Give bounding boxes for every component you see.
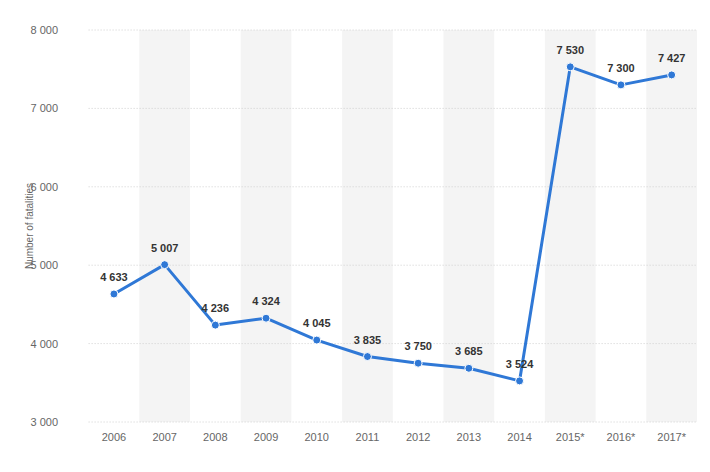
data-label: 4 324 bbox=[252, 295, 280, 307]
grid-line bbox=[89, 265, 697, 266]
x-tick-label: 2014 bbox=[507, 431, 531, 443]
data-label: 7 427 bbox=[658, 52, 686, 64]
data-label: 3 835 bbox=[354, 334, 382, 346]
data-point bbox=[465, 364, 473, 372]
data-point bbox=[211, 321, 219, 329]
x-tick-label: 2006 bbox=[102, 431, 126, 443]
column-band bbox=[241, 30, 292, 422]
data-point bbox=[363, 353, 371, 361]
data-label: 4 236 bbox=[202, 302, 230, 314]
data-label: 3 685 bbox=[455, 345, 483, 357]
data-point bbox=[262, 314, 270, 322]
chart-container: 3 0004 0005 0006 0007 0008 0002006200720… bbox=[0, 0, 710, 472]
chart-svg: 3 0004 0005 0006 0007 0008 0002006200720… bbox=[0, 0, 710, 472]
column-band bbox=[545, 30, 596, 422]
x-tick-label: 2013 bbox=[457, 431, 481, 443]
x-tick-label: 2015* bbox=[556, 431, 585, 443]
grid-line bbox=[89, 30, 697, 31]
grid-line bbox=[89, 108, 697, 109]
x-tick-label: 2010 bbox=[305, 431, 329, 443]
data-label: 5 007 bbox=[151, 242, 179, 254]
x-tick-label: 2017* bbox=[657, 431, 686, 443]
plot-group bbox=[110, 63, 676, 385]
column-band bbox=[444, 30, 495, 422]
data-label: 7 530 bbox=[556, 44, 584, 56]
grid-line bbox=[89, 186, 697, 187]
grid-line bbox=[89, 343, 697, 344]
x-tick-label: 2009 bbox=[254, 431, 278, 443]
y-tick-label: 3 000 bbox=[30, 416, 58, 428]
data-label: 4 633 bbox=[100, 271, 128, 283]
data-line bbox=[114, 67, 672, 381]
grid-line bbox=[89, 422, 697, 423]
y-axis-label: Number of fatalities bbox=[24, 183, 35, 269]
x-tick-label: 2016* bbox=[607, 431, 636, 443]
data-point bbox=[161, 261, 169, 269]
data-label: 4 045 bbox=[303, 317, 331, 329]
data-point bbox=[668, 71, 676, 79]
data-point bbox=[313, 336, 321, 344]
data-label: 3 524 bbox=[506, 358, 534, 370]
data-label: 7 300 bbox=[607, 62, 635, 74]
data-point bbox=[516, 377, 524, 385]
data-point bbox=[566, 63, 574, 71]
data-point bbox=[414, 359, 422, 367]
data-point bbox=[110, 290, 118, 298]
y-tick-label: 7 000 bbox=[30, 102, 58, 114]
x-tick-label: 2012 bbox=[406, 431, 430, 443]
data-point bbox=[617, 81, 625, 89]
data-label: 3 750 bbox=[404, 340, 432, 352]
x-tick-label: 2007 bbox=[152, 431, 176, 443]
column-band bbox=[342, 30, 393, 422]
y-tick-label: 4 000 bbox=[30, 338, 58, 350]
column-band bbox=[646, 30, 697, 422]
x-tick-label: 2011 bbox=[356, 431, 380, 443]
column-band bbox=[139, 30, 190, 422]
x-tick-label: 2008 bbox=[203, 431, 227, 443]
y-tick-label: 8 000 bbox=[30, 24, 58, 36]
